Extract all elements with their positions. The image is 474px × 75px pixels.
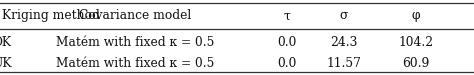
Text: Covariance model: Covariance model [79, 9, 191, 22]
Text: OK: OK [0, 35, 12, 49]
Text: Kriging method: Kriging method [2, 9, 100, 22]
Text: Matém with fixed κ = 0.5: Matém with fixed κ = 0.5 [56, 57, 214, 70]
Text: τ: τ [283, 9, 290, 22]
Text: 0.0: 0.0 [277, 57, 296, 70]
Text: σ: σ [339, 9, 348, 22]
Text: 104.2: 104.2 [399, 35, 434, 49]
Text: 24.3: 24.3 [330, 35, 357, 49]
Text: 60.9: 60.9 [402, 57, 430, 70]
Text: φ: φ [412, 9, 420, 22]
Text: 0.0: 0.0 [277, 35, 296, 49]
Text: UK: UK [0, 57, 12, 70]
Text: 11.57: 11.57 [326, 57, 361, 70]
Text: Matém with fixed κ = 0.5: Matém with fixed κ = 0.5 [56, 35, 214, 49]
